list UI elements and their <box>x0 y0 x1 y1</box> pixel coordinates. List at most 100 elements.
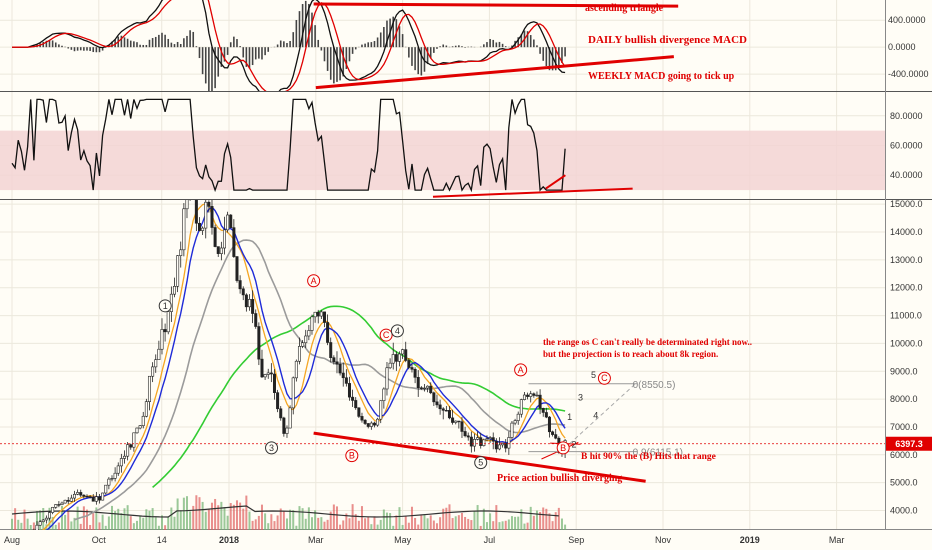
volume-bar <box>398 507 401 530</box>
volume-bar <box>542 507 545 530</box>
candle-body <box>57 504 61 506</box>
last-price-badge <box>886 436 932 451</box>
candle-body <box>179 249 183 256</box>
volume-bar <box>454 516 457 530</box>
volume-bar <box>364 518 367 530</box>
candle-body <box>554 434 558 439</box>
candle-body <box>519 399 523 415</box>
candle-body <box>176 255 180 287</box>
volume-bar <box>285 518 288 530</box>
volume-bar <box>370 524 373 530</box>
ema-blue-line <box>45 205 566 530</box>
candle-body <box>182 208 186 251</box>
annotation-range-c-line2: but the projection is to reach about 8k … <box>543 349 718 359</box>
volume-bar <box>442 508 445 530</box>
candle-body <box>122 455 126 459</box>
volume-bar <box>110 505 113 530</box>
volume-bar <box>429 515 432 530</box>
wave-label-text: A <box>311 276 317 286</box>
volume-bar <box>423 514 426 530</box>
candle-body <box>472 439 476 447</box>
candle-body <box>422 387 426 390</box>
volume-bar <box>235 500 238 530</box>
candle-body <box>316 311 320 317</box>
candle-body <box>260 358 264 378</box>
candle-body <box>101 492 105 501</box>
candle-body <box>79 492 83 496</box>
wave-label-text: 5 <box>478 458 483 468</box>
candle-body <box>407 360 411 368</box>
candle-body <box>213 227 217 247</box>
volume-bar <box>439 517 442 530</box>
wave-label-text: B <box>349 451 355 461</box>
volume-bar <box>535 510 538 530</box>
volume-bar <box>467 518 470 530</box>
price-pane <box>0 200 885 530</box>
time-tick-label: 2018 <box>219 535 239 545</box>
volume-bar <box>229 503 232 530</box>
candle-body <box>479 437 483 446</box>
candle-body <box>235 256 239 281</box>
candle-body <box>288 407 292 429</box>
triangle-support-line <box>315 55 674 90</box>
volume-bar <box>310 517 313 530</box>
candle-body <box>266 372 270 375</box>
candle-body <box>310 316 314 331</box>
candle-body <box>151 366 155 377</box>
candle-body <box>322 311 326 323</box>
candle-body <box>207 201 211 207</box>
volume-bar <box>273 521 276 530</box>
wave-label-text: C <box>383 330 390 340</box>
volume-bar <box>489 513 492 530</box>
price-tick-label: 11000.0 <box>890 311 922 321</box>
candle-body <box>354 400 358 409</box>
candle-body <box>51 507 55 513</box>
candle-body <box>244 294 248 308</box>
volume-bar <box>173 516 176 530</box>
volume-bar <box>54 524 57 530</box>
candle-body <box>279 408 283 419</box>
time-tick-label: Nov <box>655 535 672 545</box>
candle-body <box>469 436 473 447</box>
volume-bar <box>279 508 282 530</box>
volume-bar <box>148 510 151 530</box>
projection-dashed-line <box>569 382 638 445</box>
volume-bar <box>139 515 142 530</box>
volume-bar <box>242 508 245 530</box>
volume-bar <box>520 509 523 530</box>
volume-bar <box>214 498 217 530</box>
volume-bar <box>23 509 26 530</box>
candle-body <box>285 427 289 434</box>
volume-bar <box>145 509 148 530</box>
volume-bar <box>167 516 170 530</box>
volume-bar <box>51 516 54 530</box>
macd-tick-label: 400.0000 <box>888 15 926 25</box>
candle-body <box>269 372 273 375</box>
volume-bar <box>514 516 517 530</box>
volume-bar <box>523 523 526 530</box>
fib-level-label: 0(8550.5) <box>633 380 676 391</box>
volume-bar <box>282 511 285 530</box>
wave-label-text: C <box>601 373 608 383</box>
candle-body <box>216 246 220 254</box>
candle-body <box>263 374 267 378</box>
volume-bar <box>529 506 532 530</box>
candle-body <box>516 413 520 421</box>
volume-bar <box>114 511 117 530</box>
time-tick-label: 2019 <box>740 535 760 545</box>
candle-body <box>532 393 536 396</box>
candle-body <box>282 417 286 434</box>
candle-body <box>185 200 189 210</box>
candle-body <box>219 247 223 254</box>
candle-body <box>110 477 114 480</box>
candle-body <box>144 401 148 417</box>
candle-body <box>241 288 245 296</box>
sequence-number: 2 <box>572 439 577 449</box>
volume-bar <box>257 515 260 530</box>
candle-body <box>35 524 39 530</box>
sequence-number: 3 <box>578 393 583 403</box>
wave-label-circle <box>345 449 359 463</box>
candle-body <box>307 330 311 337</box>
candle-body <box>494 440 498 450</box>
